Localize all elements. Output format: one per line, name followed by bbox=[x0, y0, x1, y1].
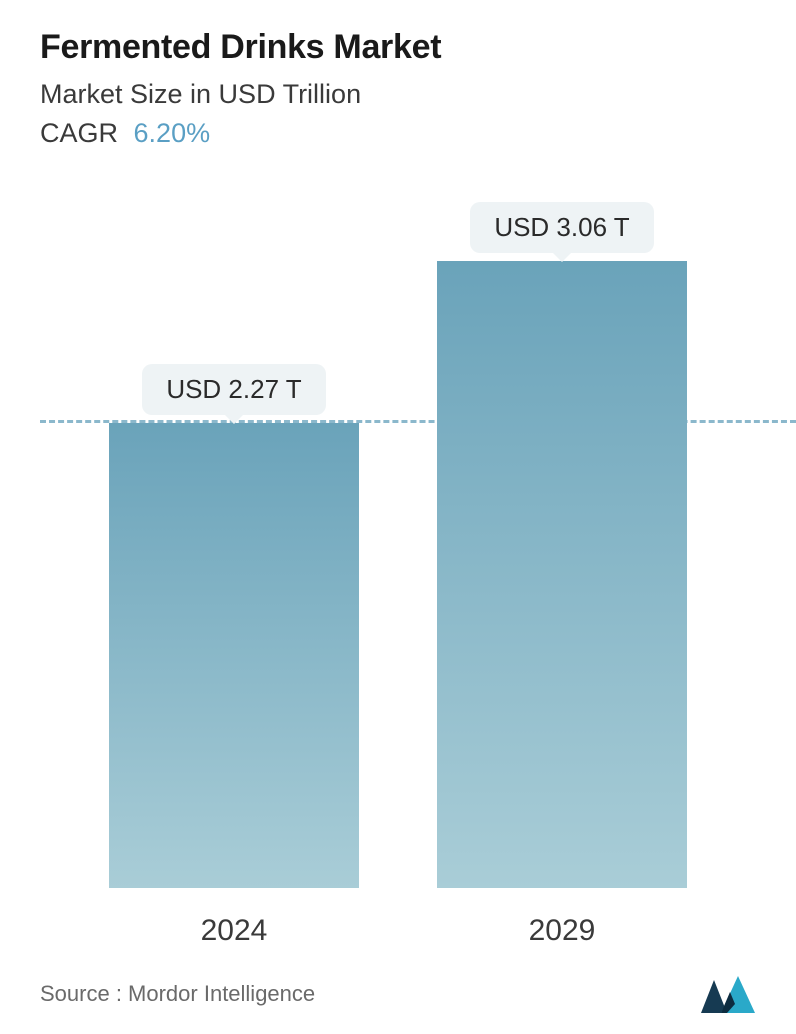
x-axis-labels: 2024 2029 bbox=[40, 914, 756, 948]
chart-area: USD 2.27 T USD 3.06 T 2024 2029 bbox=[40, 199, 756, 948]
bar-0 bbox=[109, 423, 359, 888]
bar-group-1: USD 3.06 T bbox=[422, 199, 702, 888]
footer-row: Source : Mordor Intelligence bbox=[40, 974, 756, 1014]
bars-wrap: USD 2.27 T USD 3.06 T bbox=[40, 199, 756, 888]
mordor-logo-icon bbox=[700, 974, 756, 1014]
x-label-0: 2024 bbox=[94, 914, 374, 948]
value-pill-0: USD 2.27 T bbox=[142, 364, 325, 415]
cagr-value: 6.20% bbox=[134, 118, 211, 148]
bar-1 bbox=[437, 261, 687, 888]
chart-title: Fermented Drinks Market bbox=[40, 28, 756, 67]
chart-container: Fermented Drinks Market Market Size in U… bbox=[0, 0, 796, 1034]
bar-fill bbox=[437, 261, 687, 888]
x-label-1: 2029 bbox=[422, 914, 702, 948]
source-text: Source : Mordor Intelligence bbox=[40, 981, 315, 1007]
bar-fill bbox=[109, 423, 359, 888]
chart-subtitle: Market Size in USD Trillion bbox=[40, 79, 756, 110]
pill-pointer-icon bbox=[552, 252, 572, 262]
value-pill-1: USD 3.06 T bbox=[470, 202, 653, 253]
cagr-row: CAGR 6.20% bbox=[40, 118, 756, 149]
cagr-label: CAGR bbox=[40, 118, 118, 148]
pill-pointer-icon bbox=[224, 414, 244, 424]
bar-group-0: USD 2.27 T bbox=[94, 199, 374, 888]
